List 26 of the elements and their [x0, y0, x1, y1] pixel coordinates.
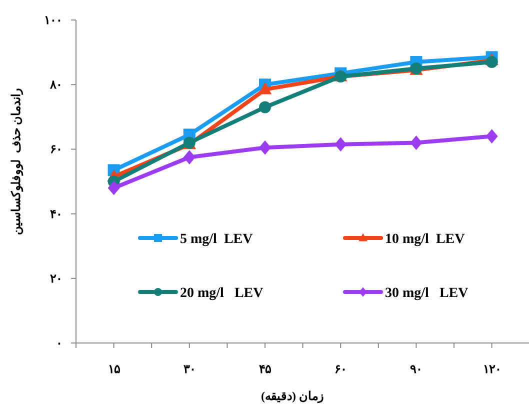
legend-label: 30 mg/l LEV	[385, 286, 468, 301]
point	[259, 101, 271, 114]
y-tick-label: ۸۰	[49, 78, 62, 92]
legend-label: 5 mg/l LEV	[180, 232, 253, 247]
x-tick-label: ۱۲۰	[482, 362, 501, 376]
point	[334, 137, 347, 152]
x-tick-label: ۴۵	[259, 362, 272, 376]
point	[410, 136, 422, 150]
point	[259, 140, 271, 155]
y-axis-title: راندمان حذف لووفلوکساسین	[9, 88, 24, 235]
point	[486, 129, 498, 144]
y-tick-label: ۲۰	[50, 271, 62, 286]
legend-label: 10 mg/l LEV	[385, 232, 465, 247]
x-tick-label: ۳۰	[183, 362, 196, 376]
point	[183, 150, 196, 164]
y-tick-label: ۶۰	[50, 142, 62, 156]
point	[108, 180, 120, 196]
legend-label: 20 mg/l LEV	[180, 286, 264, 301]
y-tick-label: ۰	[56, 336, 62, 350]
x-axis-title: زمان (دقیقه)	[261, 389, 324, 404]
x-tick-label: ۱۵	[108, 362, 121, 376]
x-tick-label: ۹۰	[410, 362, 422, 376]
y-tick-label: ۱۰۰	[44, 13, 62, 27]
x-tick-label: ۶۰	[334, 362, 347, 376]
y-tick-label: ۴۰	[50, 206, 62, 221]
point	[486, 56, 498, 68]
